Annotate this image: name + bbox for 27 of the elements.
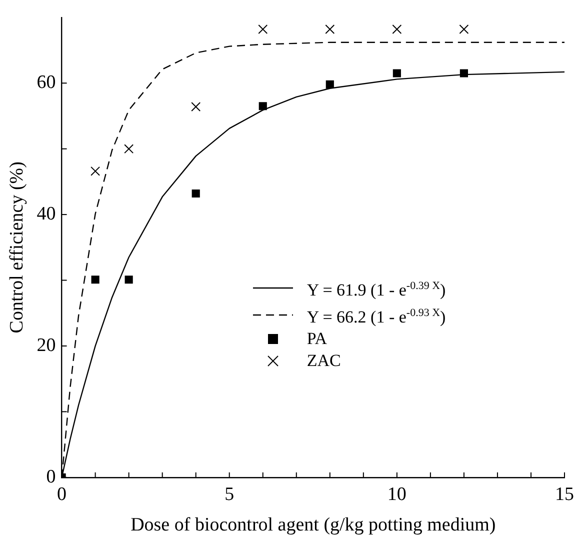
point	[90, 166, 100, 176]
y-tick-label: 60	[36, 72, 56, 94]
point	[392, 24, 402, 34]
x-tick-label: 5	[224, 484, 234, 505]
point	[325, 24, 335, 34]
x-tick-label: 15	[555, 484, 574, 505]
y-tick-label: 40	[36, 204, 56, 225]
y-axis-title: Control efficiency (%)	[6, 162, 28, 334]
legend-label: Y = 61.9 (1 - e$^{-0.39 X}$)	[306, 279, 446, 302]
point	[258, 102, 267, 110]
y-tick-label: 0	[46, 466, 56, 488]
y-tick-label: 20	[36, 334, 56, 356]
legend-label: PA	[306, 328, 327, 350]
point	[326, 80, 334, 88]
point	[258, 24, 268, 34]
point	[192, 189, 200, 198]
point	[392, 69, 401, 78]
point	[91, 276, 100, 284]
point	[191, 102, 201, 112]
legend-label: Y = 66.2 (1 - e$^{-0.93 X}$)	[306, 306, 446, 328]
point	[459, 24, 469, 34]
x-axis-title: Dose of biocontrol agent (g/kg potting medium)	[130, 514, 496, 536]
point	[460, 69, 468, 78]
legend-label: ZAC	[306, 350, 341, 372]
x-tick-label: 10	[387, 484, 406, 505]
point	[124, 276, 133, 284]
point	[124, 144, 134, 154]
